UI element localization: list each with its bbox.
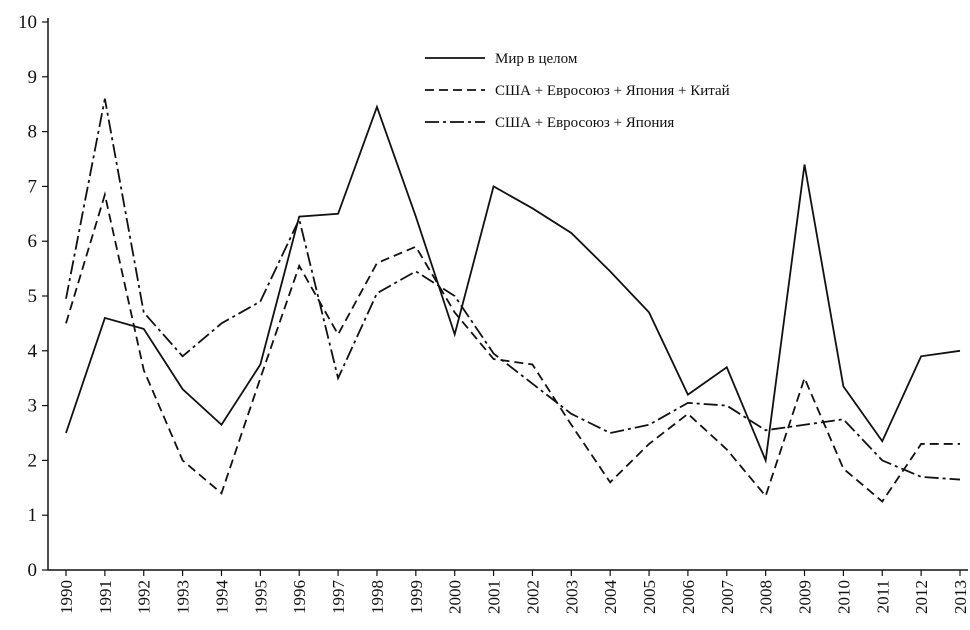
x-tick-label: 2011 xyxy=(873,580,892,613)
y-tick-label: 3 xyxy=(28,396,38,417)
x-tick-label: 2006 xyxy=(679,580,698,614)
x-tick-label: 2002 xyxy=(523,580,542,614)
y-tick-label: 2 xyxy=(28,450,38,471)
series-line xyxy=(65,104,961,464)
y-tick-label: 8 xyxy=(28,122,38,143)
x-tick-label: 2003 xyxy=(562,580,581,614)
x-tick-label: 2012 xyxy=(912,580,931,614)
series-line xyxy=(65,98,961,481)
y-tick-label: 1 xyxy=(28,505,38,526)
x-tick-label: 2008 xyxy=(757,580,776,614)
legend-label: США + Евросоюз + Япония xyxy=(495,115,674,131)
x-tick-label: 1990 xyxy=(57,580,76,614)
x-tick-label: 2004 xyxy=(601,580,620,615)
x-tick-label: 2013 xyxy=(951,580,970,614)
y-tick-label: 6 xyxy=(28,231,38,252)
x-tick-label: 2000 xyxy=(446,580,465,614)
x-tick-label: 2001 xyxy=(485,580,504,614)
x-tick-label: 1996 xyxy=(290,580,309,614)
y-tick-label: 10 xyxy=(18,12,37,33)
y-tick-label: 9 xyxy=(28,67,38,88)
x-tick-label: 2007 xyxy=(718,580,737,615)
series-line xyxy=(65,191,960,503)
x-tick-label: 2005 xyxy=(640,580,659,614)
x-tick-label: 1993 xyxy=(174,580,193,614)
y-tick-label: 7 xyxy=(28,176,38,197)
x-tick-label: 1997 xyxy=(329,580,348,615)
x-tick-label: 1991 xyxy=(96,580,115,614)
x-tick-label: 1992 xyxy=(135,580,154,614)
x-tick-label: 1999 xyxy=(407,580,426,614)
y-tick-label: 5 xyxy=(28,286,38,307)
y-tick-label: 0 xyxy=(28,560,38,581)
x-tick-label: 2009 xyxy=(796,580,815,614)
y-tick-label: 4 xyxy=(28,341,38,362)
legend-label: Мир в целом xyxy=(495,51,578,67)
x-tick-label: 1995 xyxy=(251,580,270,614)
x-tick-label: 2010 xyxy=(834,580,853,614)
x-tick-label: 1998 xyxy=(368,580,387,614)
x-tick-label: 1994 xyxy=(212,580,231,615)
legend-label: США + Евросоюз + Япония + Китай xyxy=(495,83,730,99)
